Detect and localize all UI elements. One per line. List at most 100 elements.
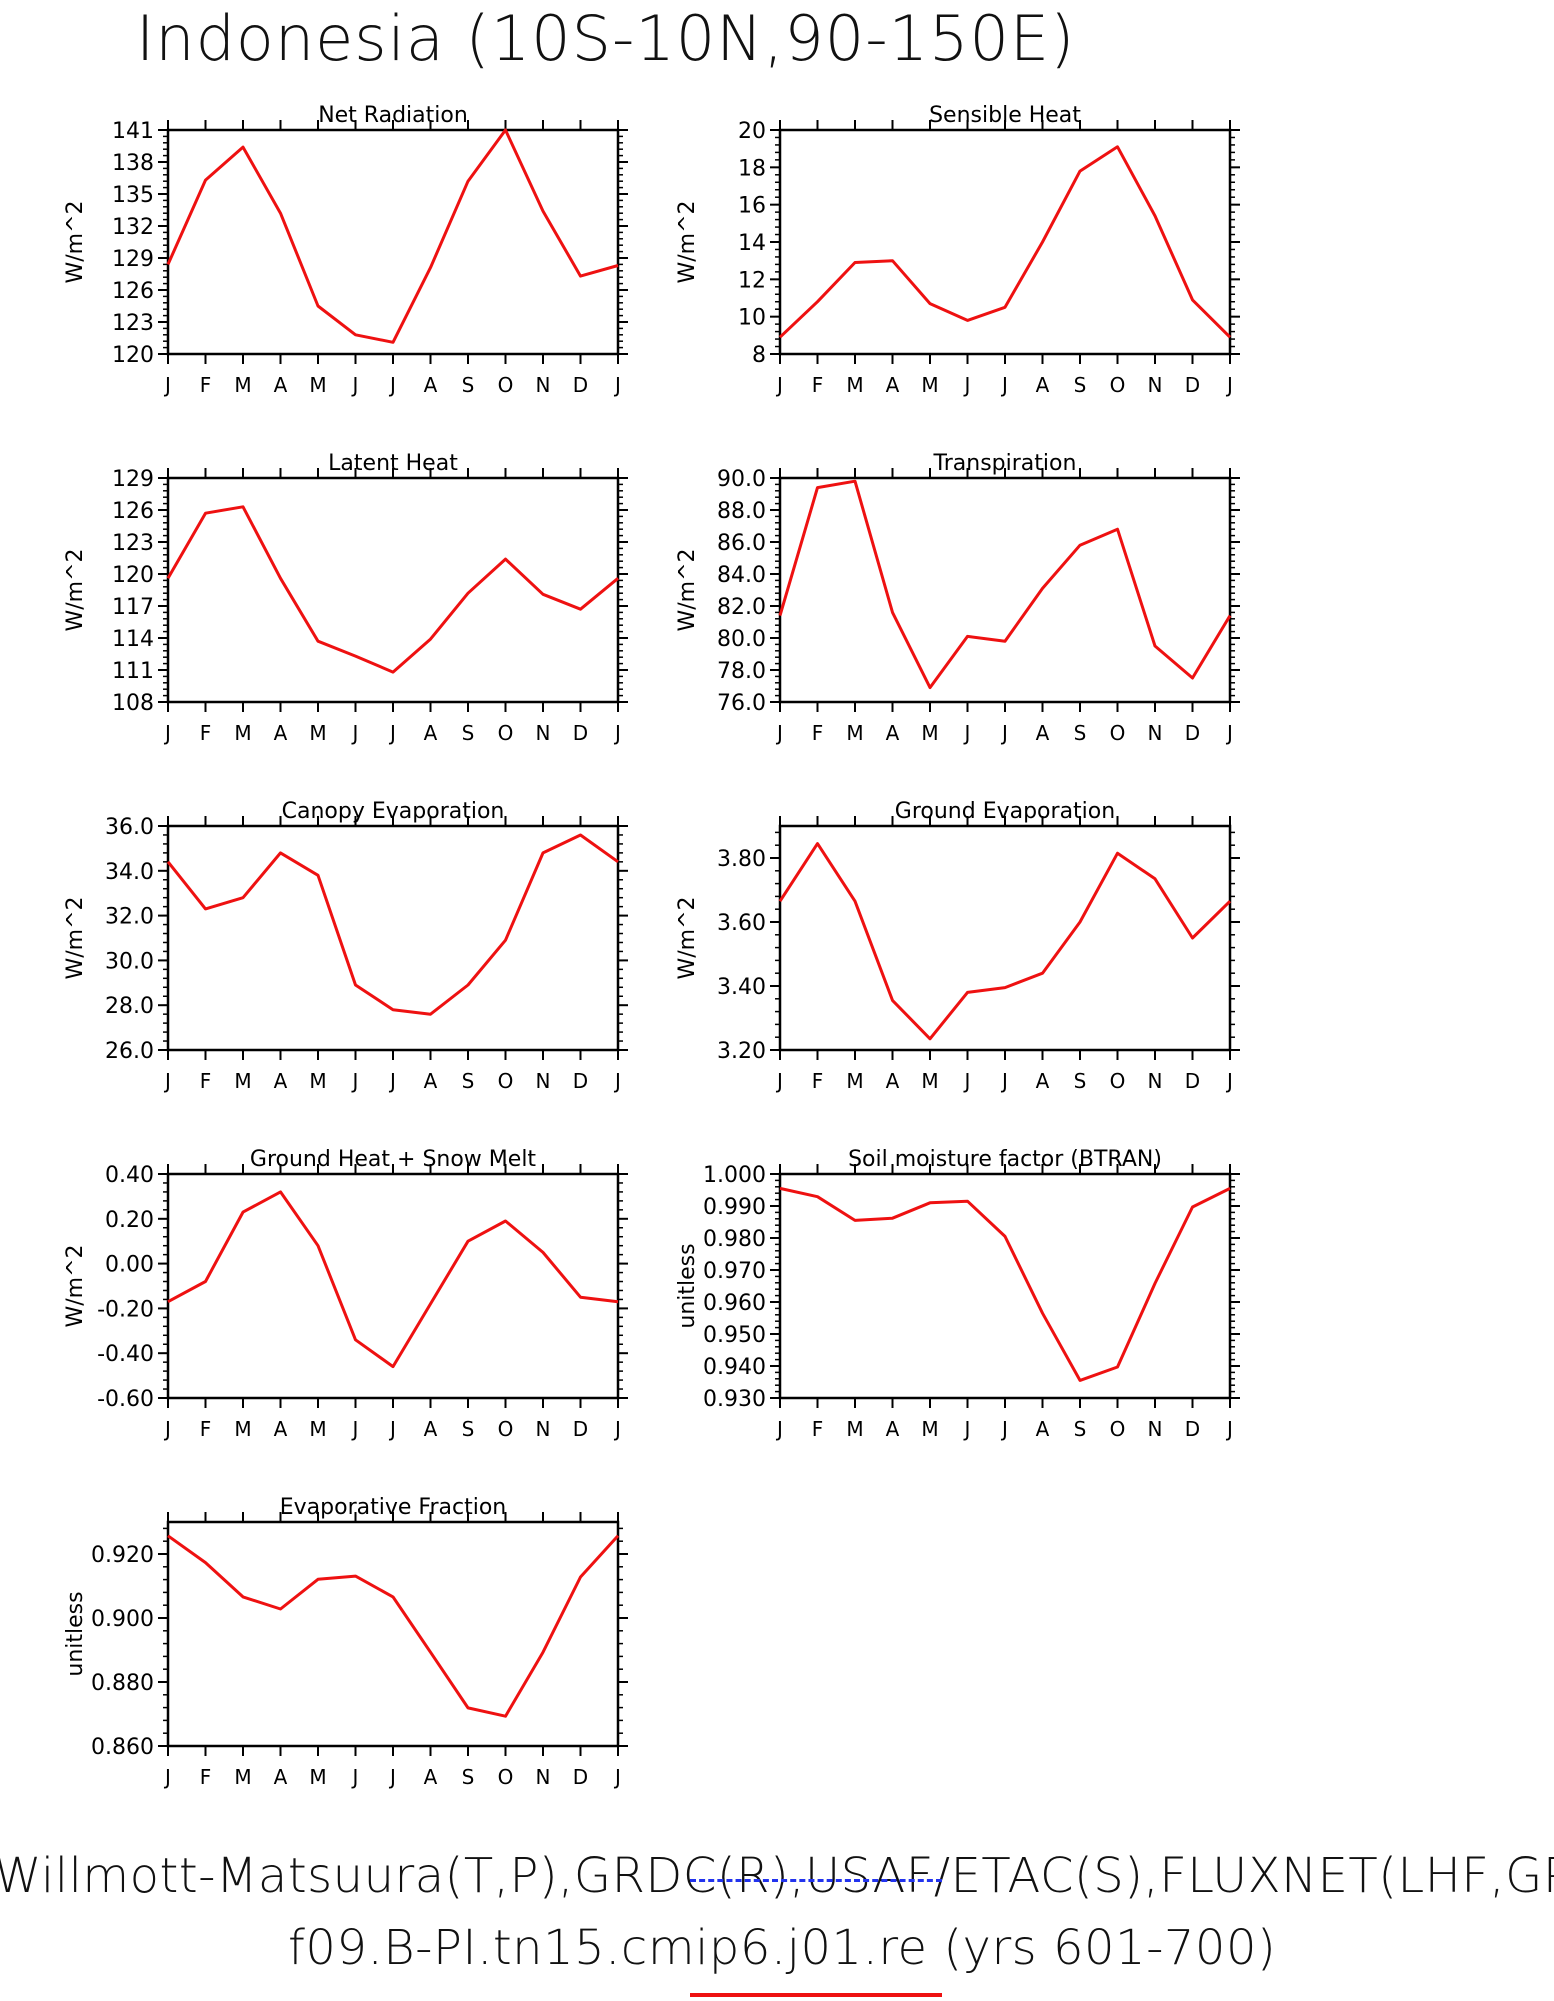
x-tick-label: S [1074, 373, 1087, 397]
x-tick-label: A [1036, 373, 1050, 397]
x-tick-label: A [886, 373, 900, 397]
x-tick-label: J [1000, 1069, 1008, 1093]
y-tick-label: -0.40 [97, 1342, 154, 1367]
y-tick-label: 0.40 [105, 1163, 154, 1188]
x-tick-label: A [274, 1417, 288, 1441]
x-tick-label: J [351, 1765, 359, 1789]
x-tick-label: F [812, 721, 824, 745]
x-tick-label: J [351, 1417, 359, 1441]
x-tick-label: M [309, 1069, 326, 1093]
x-tick-label: J [1225, 1417, 1233, 1441]
x-tick-label: A [1036, 1069, 1050, 1093]
x-tick-label: F [200, 1417, 212, 1441]
x-tick-label: F [812, 1069, 824, 1093]
y-tick-label: 129 [112, 467, 154, 492]
y-tick-label: 78.0 [717, 659, 766, 684]
y-tick-label: 14 [738, 231, 766, 256]
chart-panel: TranspirationW/m^276.078.080.082.084.086… [675, 451, 1240, 745]
y-tick-label: 84.0 [717, 563, 766, 588]
x-tick-label: J [1225, 1069, 1233, 1093]
x-tick-label: O [1110, 373, 1126, 397]
y-tick-label: 26.0 [105, 1039, 154, 1064]
plot-frame [166, 128, 620, 356]
charts-canvas: Net RadiationW/m^21201231261291321351381… [63, 103, 1240, 1789]
y-axis-label: W/m^2 [675, 548, 700, 631]
x-tick-label: J [163, 373, 171, 397]
x-tick-label: O [498, 373, 514, 397]
x-tick-label: J [613, 721, 621, 745]
x-tick-label: A [424, 721, 438, 745]
x-tick-label: A [424, 373, 438, 397]
x-tick-label: M [846, 1069, 863, 1093]
x-tick-label: J [963, 373, 971, 397]
x-tick-label: O [498, 1765, 514, 1789]
x-tick-label: A [274, 1069, 288, 1093]
x-tick-label: O [1110, 721, 1126, 745]
x-tick-label: M [309, 1417, 326, 1441]
y-tick-label: 0.950 [703, 1323, 766, 1348]
x-tick-label: N [1148, 1069, 1163, 1093]
y-tick-label: 132 [112, 215, 154, 240]
y-tick-label: 12 [738, 268, 766, 293]
x-tick-label: M [921, 1417, 938, 1441]
y-tick-label: 120 [112, 343, 154, 368]
x-tick-label: N [536, 373, 551, 397]
x-tick-label: S [462, 721, 475, 745]
plot-frame [778, 128, 1232, 356]
chart-panel: Latent HeatW/m^2108111114117120123126129… [63, 451, 628, 745]
x-tick-label: J [351, 721, 359, 745]
x-tick-label: J [775, 1069, 783, 1093]
chart-panel: Canopy EvaporationW/m^226.028.030.032.03… [63, 799, 628, 1093]
y-axis-label: unitless [63, 1591, 88, 1676]
x-tick-label: J [351, 1069, 359, 1093]
x-tick-label: N [1148, 373, 1163, 397]
x-tick-label: A [274, 373, 288, 397]
y-tick-label: 3.80 [717, 847, 766, 872]
x-tick-label: M [309, 373, 326, 397]
series-line [167, 1534, 620, 1718]
x-tick-label: J [388, 1765, 396, 1789]
x-tick-label: J [163, 1765, 171, 1789]
plot-frame [778, 1172, 1232, 1400]
chart-panel: Evaporative Fractionunitless0.8600.8800.… [63, 1495, 628, 1789]
y-tick-label: 114 [112, 627, 154, 652]
y-tick-label: 18 [738, 156, 766, 181]
series-line [778, 842, 1232, 1041]
x-tick-label: M [921, 373, 938, 397]
y-tick-label: 126 [112, 279, 154, 304]
observations-line-marker [690, 1879, 942, 1882]
y-tick-label: 82.0 [717, 595, 766, 620]
x-tick-label: A [1036, 1417, 1050, 1441]
plot-frame [778, 476, 1232, 704]
x-tick-label: S [462, 1417, 475, 1441]
x-tick-label: M [234, 721, 251, 745]
y-axis-label: W/m^2 [675, 896, 700, 979]
x-tick-label: O [498, 1069, 514, 1093]
y-tick-label: 117 [112, 595, 154, 620]
x-tick-label: J [1000, 1417, 1008, 1441]
x-tick-label: A [886, 721, 900, 745]
x-tick-label: J [613, 373, 621, 397]
observations-caption: Willmott-Matsuura(T,P),GRDC(R),USAF/ETAC… [0, 1848, 1554, 1904]
x-tick-label: M [846, 721, 863, 745]
y-tick-label: 88.0 [717, 499, 766, 524]
series-line [779, 1186, 1231, 1382]
x-tick-label: J [613, 1069, 621, 1093]
y-tick-label: 0.980 [703, 1227, 766, 1252]
y-tick-label: 129 [112, 247, 154, 272]
y-tick-label: 30.0 [105, 949, 154, 974]
x-tick-label: M [234, 1417, 251, 1441]
x-tick-label: A [274, 1765, 288, 1789]
x-tick-label: S [462, 1069, 475, 1093]
x-tick-label: J [963, 1417, 971, 1441]
x-tick-label: F [200, 373, 212, 397]
y-tick-label: 76.0 [717, 691, 766, 716]
x-tick-label: O [498, 721, 514, 745]
x-tick-label: N [1148, 1417, 1163, 1441]
x-tick-label: F [200, 1765, 212, 1789]
chart-panel: Ground Heat + Snow MeltW/m^2-0.60-0.40-0… [63, 1147, 628, 1441]
x-tick-label: N [536, 1765, 551, 1789]
x-tick-label: J [388, 373, 396, 397]
x-tick-label: J [963, 721, 971, 745]
